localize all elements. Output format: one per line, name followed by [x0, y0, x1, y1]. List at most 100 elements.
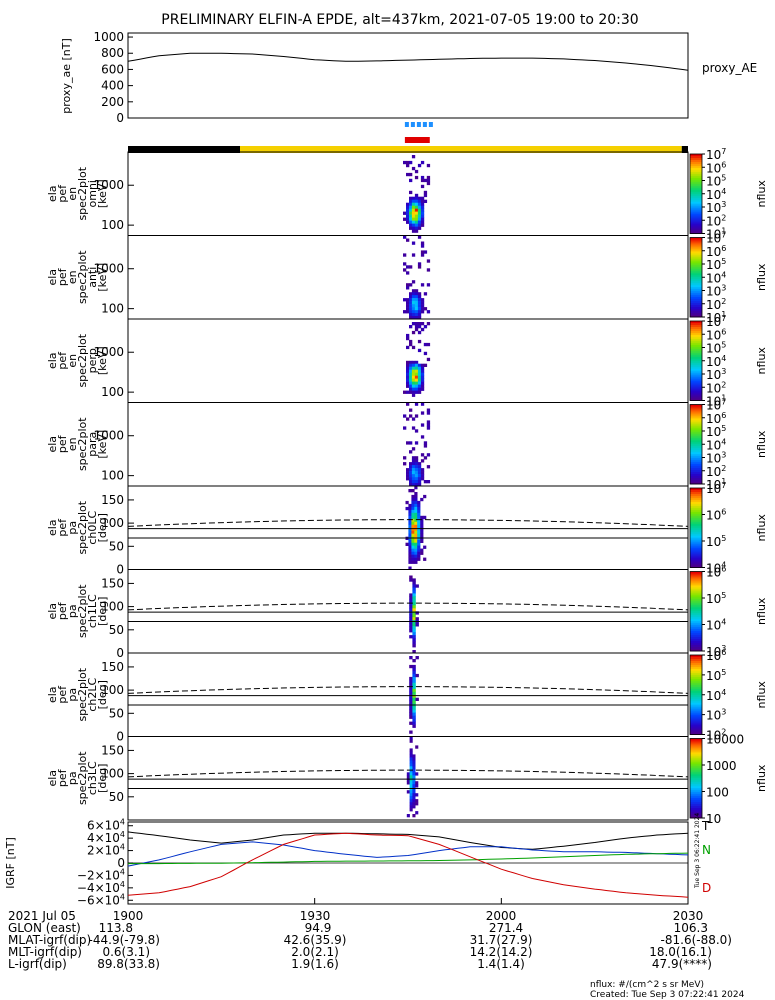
heatmap-cell [411, 330, 416, 335]
heatmap-cell [406, 205, 410, 209]
colorbar-cell [690, 722, 702, 726]
heatmap-cell [412, 790, 416, 794]
colorbar-cell [690, 247, 702, 250]
heatmap-cell [414, 223, 419, 227]
heatmap-cell [414, 518, 418, 523]
heatmap-cell [409, 316, 413, 320]
heatmap-cell [412, 760, 416, 764]
colorbar-cell [690, 780, 702, 783]
heatmap-cell [414, 551, 418, 555]
heatmap-cell [411, 542, 415, 546]
heatmap-cell [412, 685, 416, 690]
heatmap-cell [414, 211, 419, 215]
colorbar-cell [690, 211, 702, 215]
colorbar-cell [690, 181, 702, 185]
side-stamp: Tue Sep 3 06:22:41 2024 [694, 813, 701, 889]
heatmap-cell [411, 548, 415, 552]
colorbar-cell [690, 346, 702, 350]
heatmap-cell [414, 506, 418, 511]
heatmap-cell [409, 202, 413, 206]
colorbar-cell [690, 611, 702, 614]
panel-ylabel-line: pef [56, 685, 69, 704]
colorbar-frame [689, 487, 703, 568]
ae-tick-label: 1000 [93, 30, 124, 44]
colorbar-cell [690, 436, 702, 439]
eph-mlat-1: 42.6(35.9) [284, 933, 347, 947]
y-tick-label: 100 [101, 469, 124, 483]
colorbar-label: nflux [755, 180, 768, 208]
colorbar-tick-label: 103 [706, 284, 726, 299]
heatmap-cell [423, 557, 427, 561]
colorbar-cell [690, 680, 702, 684]
colorbar-label: nflux [755, 430, 768, 458]
heatmap-cell [411, 310, 416, 314]
colorbar-cell [690, 605, 702, 608]
heatmap-cell [411, 497, 415, 502]
heatmap-cell [409, 790, 413, 794]
heatmap-cell [420, 220, 425, 224]
heatmap-cell [411, 214, 416, 218]
heatmap-cell [417, 369, 422, 373]
colorbar-cell [690, 541, 702, 545]
heatmap-cell [406, 160, 410, 165]
heatmap-cell [409, 220, 413, 224]
panel-ela_pef_en_spec2plot_perp: 1000100elapefenspec2plotperp[keV]1071061… [46, 314, 768, 409]
heatmap-cell [411, 551, 415, 555]
heatmap-cell [411, 456, 416, 460]
colorbar-cell [690, 173, 702, 177]
heatmap-cell [406, 471, 410, 475]
heatmap-cell [423, 325, 428, 329]
heatmap-cell [414, 474, 419, 478]
heatmap-cell [409, 688, 413, 693]
heatmap-cell [414, 289, 419, 293]
heatmap-cell [411, 494, 415, 499]
panel-ylabel-line: spec2plot [76, 500, 89, 554]
colorbar-tick-label: 104 [706, 688, 726, 703]
panel-ylabel-line: en [66, 270, 79, 284]
colorbar-cell [690, 434, 702, 437]
colorbar-tick-label: 101 [706, 227, 726, 242]
heatmap-cell [411, 527, 415, 532]
heatmap-cell [414, 527, 418, 532]
anti-loss-cone-line [127, 519, 689, 527]
colorbar-cell [690, 563, 702, 567]
ae-tick-label: 400 [101, 79, 124, 93]
heatmap-cell [409, 366, 413, 370]
colorbar-cell [690, 647, 702, 650]
heatmap-cell [409, 781, 413, 785]
colorbar-cell [690, 257, 702, 260]
eph-label-l: L-igrf(dip) [8, 957, 67, 971]
heatmap-cell [417, 477, 422, 481]
colorbar-cell [690, 674, 702, 678]
colorbar-cell [690, 581, 702, 584]
heatmap-cell [411, 322, 416, 326]
colorbar-tick-label: 103 [706, 644, 726, 659]
heatmap-cell [409, 775, 413, 779]
heatmap-cell [409, 748, 413, 752]
heatmap-cell [414, 468, 419, 472]
heatmap-cell [406, 477, 410, 481]
heatmap-cell [414, 304, 419, 308]
colorbar-cell [690, 336, 702, 340]
heatmap-cell [412, 775, 416, 779]
colorbar-cell [690, 754, 702, 757]
colorbar-tick-label: 106 [706, 160, 726, 175]
heatmap-cell [408, 524, 412, 529]
ae-legend-label: proxy_AE [702, 61, 757, 75]
heatmap-cell [417, 220, 422, 224]
heatmap-cell [409, 757, 413, 761]
colorbar-cell [690, 549, 702, 553]
panel-ylabel-line: ela [46, 686, 59, 703]
heatmap-cell [415, 673, 419, 678]
colorbar-cell [690, 480, 702, 483]
heatmap-cell [417, 235, 422, 239]
panel-ylabel-line: anti [86, 267, 99, 288]
colorbar-cell [690, 446, 702, 449]
colorbar-cell [690, 229, 702, 233]
heatmap-cell [403, 426, 407, 430]
heatmap-cell [417, 348, 422, 353]
colorbar-cell [690, 476, 702, 479]
heatmap-cell [411, 518, 415, 523]
